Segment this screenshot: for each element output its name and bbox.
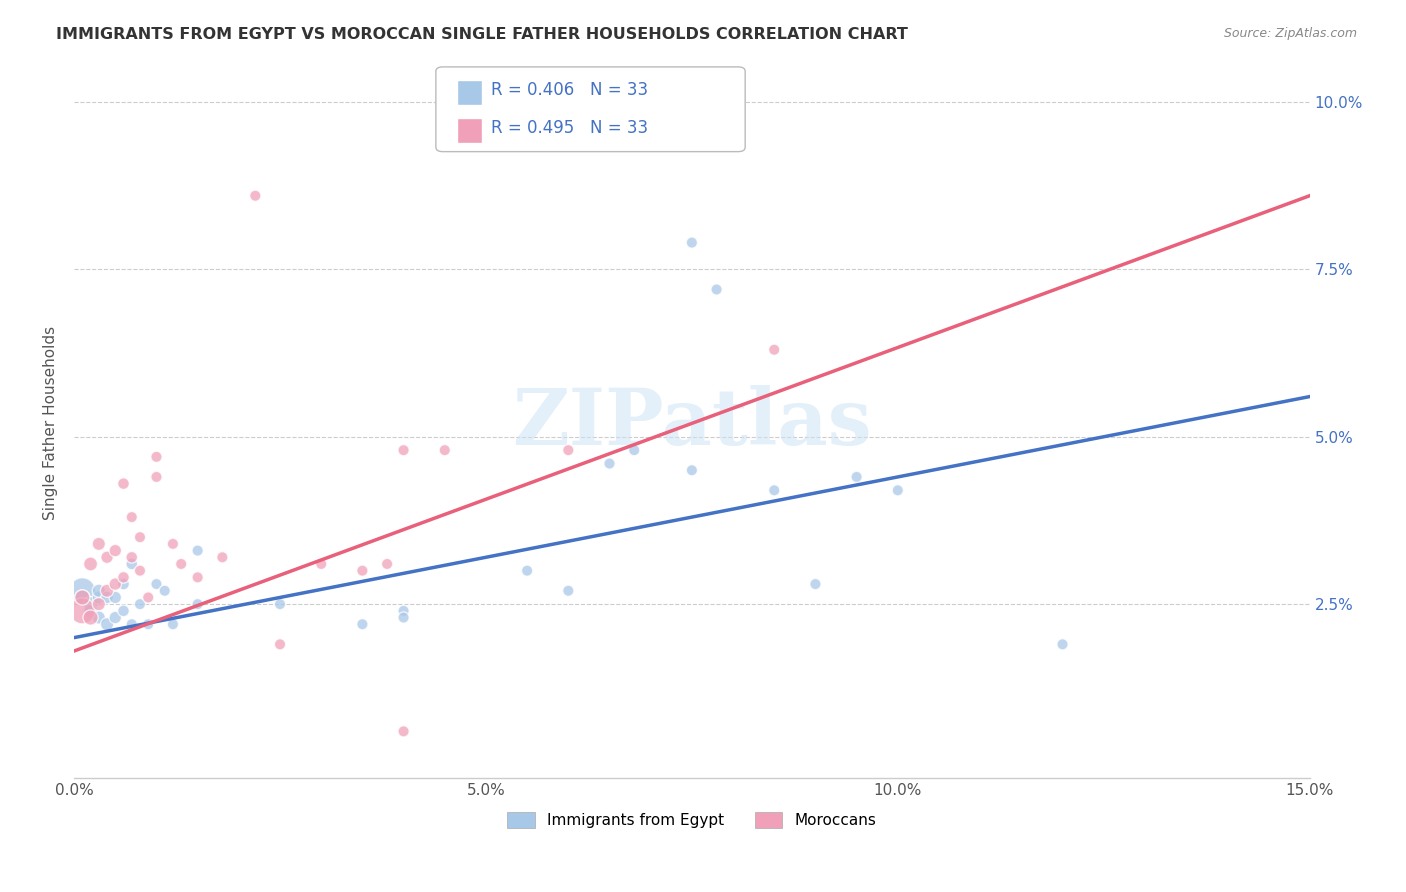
- Point: [145, 577, 167, 591]
- Point: [392, 604, 415, 618]
- Point: [112, 577, 135, 591]
- Point: [145, 450, 167, 464]
- Point: [79, 557, 101, 571]
- Point: [96, 617, 118, 632]
- Point: [79, 604, 101, 618]
- Point: [598, 457, 620, 471]
- Text: R = 0.406   N = 33: R = 0.406 N = 33: [491, 81, 648, 99]
- Point: [681, 235, 703, 250]
- Point: [121, 617, 143, 632]
- Point: [145, 470, 167, 484]
- Point: [104, 610, 127, 624]
- Y-axis label: Single Father Households: Single Father Households: [44, 326, 58, 520]
- Point: [763, 343, 786, 357]
- Point: [104, 591, 127, 605]
- Point: [392, 610, 415, 624]
- Point: [87, 591, 110, 605]
- Point: [104, 543, 127, 558]
- Point: [136, 591, 159, 605]
- Point: [79, 597, 101, 611]
- Point: [162, 537, 184, 551]
- Point: [516, 564, 538, 578]
- Point: [245, 188, 267, 202]
- Point: [136, 617, 159, 632]
- Point: [72, 591, 94, 605]
- Point: [104, 577, 127, 591]
- Point: [557, 443, 579, 458]
- Point: [187, 570, 209, 584]
- Point: [162, 617, 184, 632]
- Point: [96, 583, 118, 598]
- Point: [96, 591, 118, 605]
- Point: [681, 463, 703, 477]
- Point: [352, 564, 374, 578]
- Point: [1052, 637, 1074, 651]
- Text: Source: ZipAtlas.com: Source: ZipAtlas.com: [1223, 27, 1357, 40]
- Point: [375, 557, 398, 571]
- Point: [352, 617, 374, 632]
- Point: [72, 583, 94, 598]
- Point: [121, 510, 143, 524]
- Point: [211, 550, 233, 565]
- Point: [96, 550, 118, 565]
- Point: [153, 583, 176, 598]
- Point: [309, 557, 332, 571]
- Point: [557, 583, 579, 598]
- Point: [187, 543, 209, 558]
- Legend: Immigrants from Egypt, Moroccans: Immigrants from Egypt, Moroccans: [502, 805, 883, 834]
- Point: [804, 577, 827, 591]
- Point: [112, 570, 135, 584]
- Text: R = 0.495   N = 33: R = 0.495 N = 33: [491, 120, 648, 137]
- Point: [845, 470, 868, 484]
- Point: [269, 637, 291, 651]
- Point: [87, 583, 110, 598]
- Point: [706, 283, 728, 297]
- Point: [112, 604, 135, 618]
- Point: [170, 557, 193, 571]
- Point: [433, 443, 456, 458]
- Point: [87, 597, 110, 611]
- Point: [623, 443, 645, 458]
- Point: [392, 724, 415, 739]
- Point: [887, 483, 910, 498]
- Point: [112, 476, 135, 491]
- Point: [79, 610, 101, 624]
- Point: [72, 604, 94, 618]
- Point: [392, 443, 415, 458]
- Point: [72, 591, 94, 605]
- Text: ZIPatlas: ZIPatlas: [512, 385, 872, 461]
- Point: [129, 530, 152, 544]
- Point: [121, 550, 143, 565]
- Point: [87, 537, 110, 551]
- Point: [187, 597, 209, 611]
- Point: [121, 557, 143, 571]
- Point: [129, 597, 152, 611]
- Point: [129, 564, 152, 578]
- Point: [269, 597, 291, 611]
- Point: [87, 610, 110, 624]
- Point: [763, 483, 786, 498]
- Text: IMMIGRANTS FROM EGYPT VS MOROCCAN SINGLE FATHER HOUSEHOLDS CORRELATION CHART: IMMIGRANTS FROM EGYPT VS MOROCCAN SINGLE…: [56, 27, 908, 42]
